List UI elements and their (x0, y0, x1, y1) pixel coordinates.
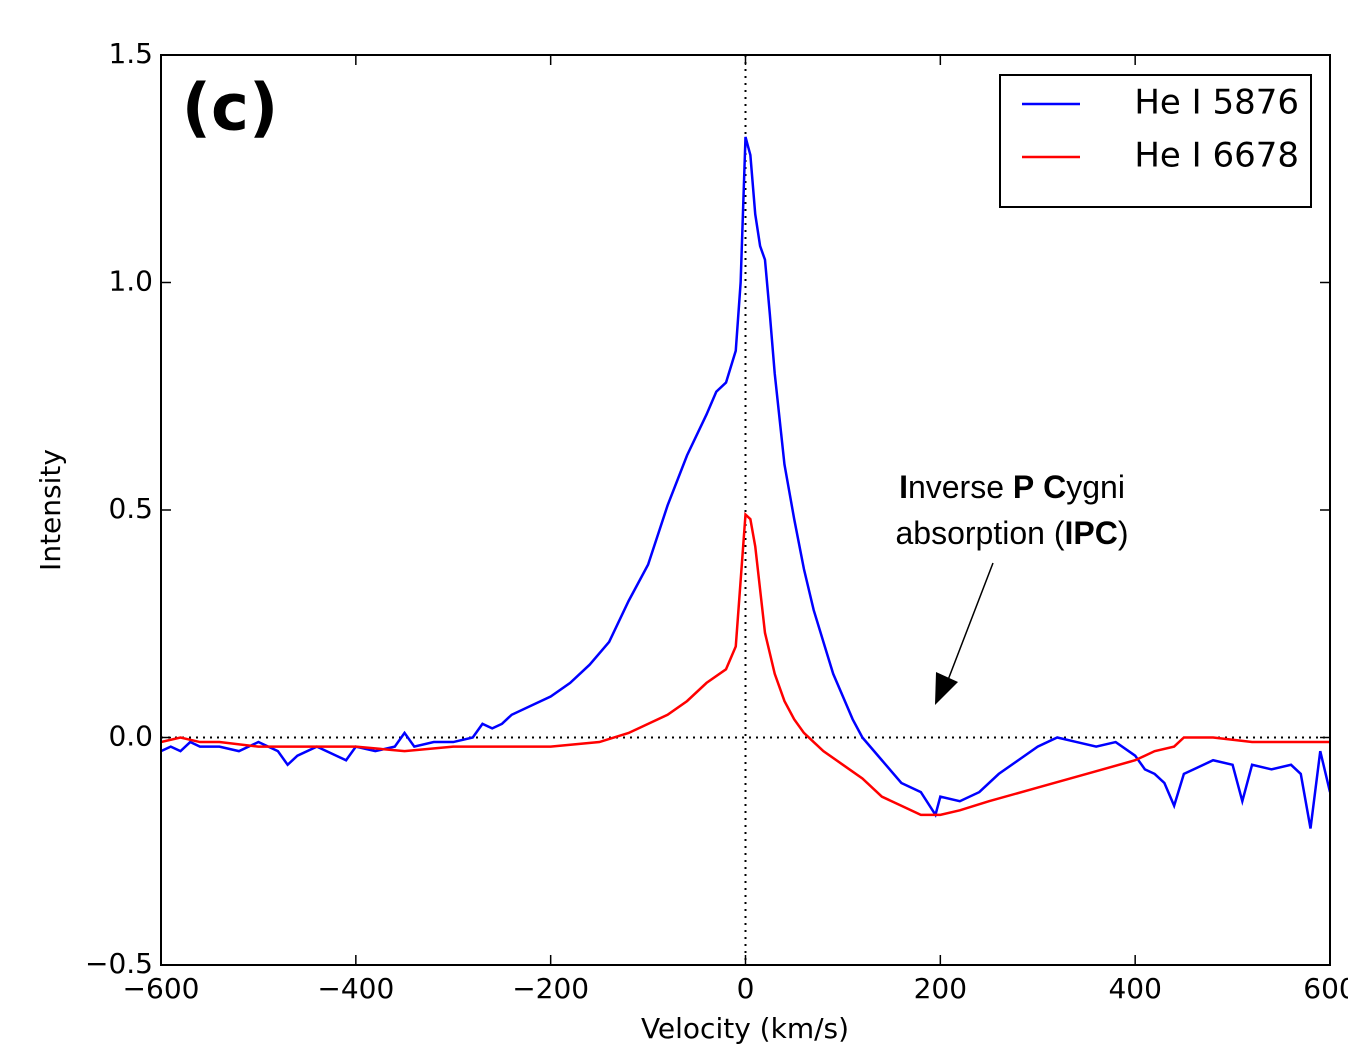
legend-label: He I 5876 (1134, 83, 1299, 123)
annotation-part: IPC (1064, 515, 1117, 551)
y-tick-label: 0.0 (108, 720, 153, 753)
annotation: absorption (IPC) (896, 515, 1129, 551)
panel-label: (c) (182, 72, 278, 146)
annotation-arrow-shaft (947, 562, 994, 681)
x-tick-label: 0 (737, 972, 755, 1005)
annotation-part (1034, 469, 1043, 505)
data-line (161, 511, 1330, 817)
y-axis-label: Intensity (34, 449, 67, 571)
legend-box (999, 74, 1312, 208)
x-tick-label: 600 (1303, 972, 1348, 1005)
annotation-part: I (899, 469, 908, 505)
y-tick-label: −0.5 (85, 947, 153, 980)
annotation-part: absorption ( (896, 515, 1065, 551)
y-tick-label: 1.0 (108, 265, 153, 298)
annotation-part: C (1043, 469, 1066, 505)
x-tick-label: 400 (1108, 972, 1161, 1005)
annotation-part: nverse (908, 469, 1013, 505)
x-tick-label: 200 (914, 972, 967, 1005)
x-tick-label: −200 (512, 972, 589, 1005)
annotation-arrow-head (935, 672, 958, 705)
annotation-part: P (1013, 469, 1034, 505)
annotation: Inverse P Cygni (899, 469, 1125, 505)
y-tick-label: 0.5 (108, 492, 153, 525)
x-tick-label: −400 (317, 972, 394, 1005)
x-axis-label: Velocity (km/s) (641, 1012, 849, 1045)
legend-label: He I 6678 (1134, 136, 1299, 176)
annotation-part: ) (1118, 515, 1129, 551)
x-tick-label: −600 (123, 972, 200, 1005)
annotation-part: ygni (1066, 469, 1125, 505)
y-tick-label: 1.5 (108, 37, 153, 70)
